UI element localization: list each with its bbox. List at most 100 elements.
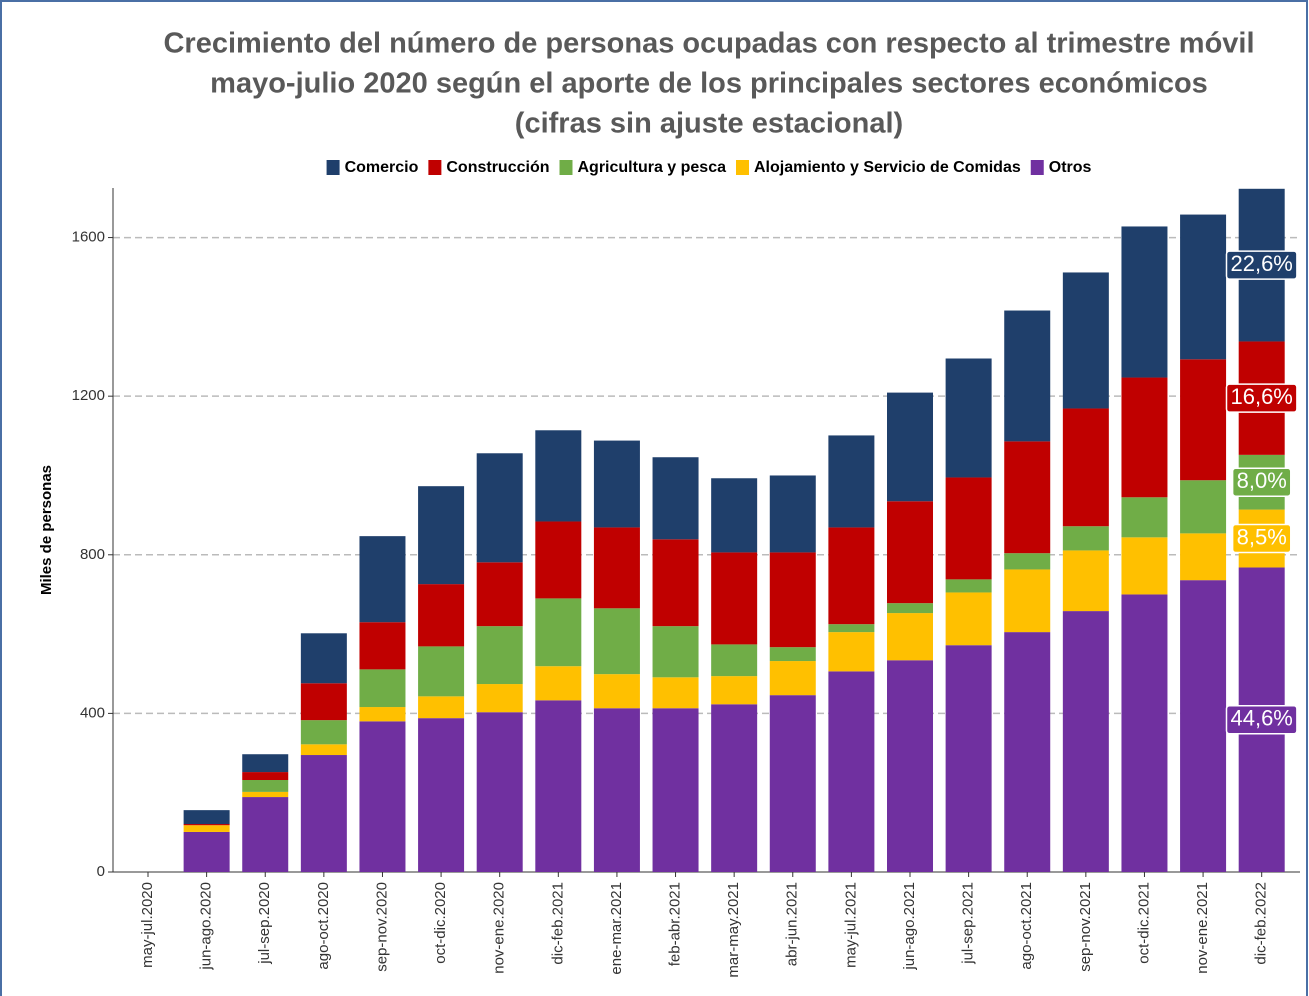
- legend-swatch: [559, 160, 573, 175]
- bar-segment: [652, 457, 699, 540]
- bar-segment: [418, 646, 465, 697]
- bar-segment: [1004, 569, 1051, 633]
- bar-segment: [476, 684, 523, 713]
- bar-segment: [359, 707, 406, 722]
- x-tick-label: sep-nov.2020: [373, 882, 390, 972]
- legend-label: Agricultura y pesca: [578, 159, 727, 176]
- share-label: 16,6%: [1225, 383, 1298, 413]
- bar-segment: [242, 772, 289, 781]
- x-tick-label: dic-feb.2021: [549, 882, 566, 965]
- bar-segment: [1180, 359, 1227, 481]
- y-axis-label: Miles de personas: [38, 465, 55, 595]
- chart-title: (cifras sin ajuste estacional): [515, 108, 903, 140]
- bar-segment: [535, 700, 582, 872]
- bar-segment: [1180, 214, 1227, 360]
- x-tick-label: may-jul.2021: [842, 882, 859, 968]
- x-tick-label: oct-dic.2021: [1135, 882, 1152, 964]
- share-label-box: [1231, 523, 1292, 554]
- bar-segment: [1004, 441, 1051, 554]
- bar-segment: [1062, 408, 1109, 527]
- y-tick-label: 1200: [72, 387, 105, 404]
- bar-segment: [1062, 611, 1109, 872]
- bar-segment: [418, 718, 465, 872]
- bar-segment: [183, 831, 230, 872]
- x-tick-label: mar-may.2021: [725, 882, 742, 978]
- legend-swatch: [1030, 160, 1044, 175]
- bar-segment: [887, 392, 934, 502]
- share-label-box: [1225, 704, 1298, 735]
- x-tick-label: sep-nov.2021: [1077, 882, 1094, 972]
- share-label-text: 8,0%: [1237, 468, 1287, 493]
- legend-label: Comercio: [345, 159, 419, 176]
- bar-segment: [242, 780, 289, 792]
- bar-segment: [887, 603, 934, 614]
- x-tick-label: jul-sep.2021: [960, 882, 977, 965]
- bar-segment: [828, 624, 875, 633]
- bar-segment: [887, 660, 934, 872]
- bar-segment: [769, 661, 816, 696]
- bar-segment: [652, 626, 699, 678]
- share-label: 8,0%: [1231, 467, 1292, 497]
- bar-segment: [1062, 272, 1109, 409]
- legend: Comercio Construcción Agricultura y pesca A…: [326, 159, 1092, 176]
- y-tick-label: 400: [80, 704, 105, 721]
- bar-segment: [1121, 537, 1168, 595]
- x-tick-label: jul-sep.2020: [256, 882, 273, 965]
- bar-segment: [183, 825, 230, 832]
- bar-segment: [711, 552, 758, 645]
- bar-segment: [535, 598, 582, 667]
- bar-segment: [1121, 226, 1168, 378]
- legend-label: Alojamiento y Servicio de Comidas: [754, 159, 1021, 176]
- bar-segment: [711, 644, 758, 677]
- bar-segment: [828, 632, 875, 672]
- x-tick-label: oct-dic.2020: [432, 882, 449, 964]
- legend-swatch: [326, 160, 340, 175]
- bar-segment: [828, 435, 875, 528]
- x-tick-label: ago-oct.2021: [1018, 882, 1035, 970]
- bar-segment: [242, 797, 289, 872]
- x-tick-label: may-jul.2020: [139, 882, 156, 968]
- bar-segment: [652, 677, 699, 709]
- bar-segment: [1121, 377, 1168, 498]
- bar-segment: [711, 704, 758, 872]
- x-tick-label: ago-oct.2020: [315, 882, 332, 970]
- legend-swatch: [428, 160, 442, 175]
- bar-segment: [1062, 526, 1109, 551]
- share-label-text: 16,6%: [1230, 384, 1292, 409]
- bar-segment: [418, 584, 465, 647]
- bar-segment: [945, 592, 992, 646]
- bar-segment: [535, 666, 582, 701]
- bar-segment: [242, 754, 289, 773]
- bar-segment: [593, 527, 640, 609]
- bar-segment: [945, 579, 992, 593]
- bar-segment: [593, 440, 640, 528]
- bar-segment: [1121, 594, 1168, 872]
- chart-title: mayo-julio 2020 según el aporte de los p…: [210, 68, 1208, 100]
- bar-segment: [945, 477, 992, 580]
- bar-segment: [476, 562, 523, 627]
- share-label: 44,6%: [1225, 704, 1298, 735]
- bar-segment: [652, 539, 699, 627]
- bar-segment: [711, 478, 758, 553]
- bar-segment: [828, 671, 875, 872]
- bar-segment: [476, 626, 523, 685]
- bar-segment: [535, 430, 582, 522]
- x-tick-label: feb-abr.2021: [667, 882, 684, 966]
- bar-segment: [769, 552, 816, 648]
- legend-swatch: [736, 160, 749, 175]
- bar-segment: [183, 824, 230, 826]
- chart-title: Crecimiento del número de personas ocupa…: [163, 28, 1254, 60]
- x-tick-label: nov-ene.2020: [491, 882, 508, 974]
- share-label-text: 44,6%: [1230, 706, 1292, 731]
- bar-segment: [418, 486, 465, 585]
- x-tick-label: dic-feb.2022: [1253, 882, 1270, 965]
- bar-segment: [593, 674, 640, 709]
- bar-segment: [1004, 632, 1051, 872]
- share-label-box: [1225, 383, 1298, 413]
- bar-segment: [418, 696, 465, 719]
- bar-segment: [711, 676, 758, 705]
- bar-segment: [1180, 533, 1227, 581]
- bar-segment: [652, 708, 699, 872]
